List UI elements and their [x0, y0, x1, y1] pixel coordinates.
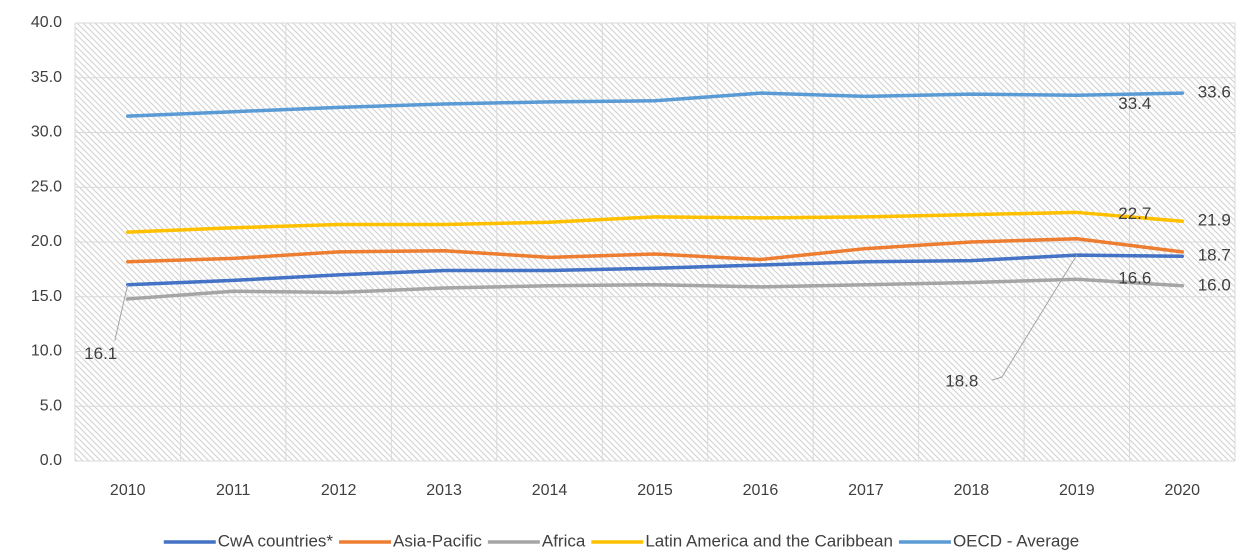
- x-tick-label: 2015: [637, 482, 673, 499]
- x-tick-label: 2011: [216, 482, 251, 499]
- series-line: [125, 253, 1185, 287]
- x-tick-label: 2019: [1059, 482, 1095, 499]
- legend-label: Africa: [542, 531, 586, 550]
- x-tick-label: 2016: [743, 482, 779, 499]
- legend-label: CwA countries*: [218, 531, 334, 550]
- legend-label: OECD - Average: [953, 531, 1079, 550]
- series-line: [125, 210, 1185, 234]
- data-label: 21.9: [1198, 211, 1231, 230]
- data-label: 16.1: [84, 344, 117, 363]
- y-tick-label: 15.0: [31, 288, 62, 305]
- x-tick-label: 2010: [110, 482, 146, 499]
- series-line: [125, 91, 1185, 118]
- leader-line: [114, 284, 129, 341]
- y-tick-label: 10.0: [31, 343, 62, 360]
- x-tick-label: 2013: [426, 482, 462, 499]
- y-tick-label: 25.0: [31, 178, 62, 195]
- leader-line: [991, 254, 1078, 381]
- series-line: [125, 277, 1185, 301]
- legend-label: Asia-Pacific: [393, 531, 482, 550]
- y-tick-label: 5.0: [40, 397, 62, 414]
- x-tick-label: 2020: [1164, 482, 1200, 499]
- series-line: [125, 236, 1185, 264]
- data-label: 22.7: [1118, 204, 1151, 223]
- data-label: 18.7: [1198, 246, 1231, 265]
- data-label: 33.4: [1118, 94, 1151, 113]
- data-label: 16.6: [1118, 269, 1151, 288]
- y-tick-label: 35.0: [31, 69, 62, 86]
- y-tick-label: 40.0: [31, 14, 62, 31]
- x-tick-label: 2018: [954, 482, 990, 499]
- legend-label: Latin America and the Caribbean: [645, 531, 893, 550]
- x-tick-label: 2017: [848, 482, 884, 499]
- data-label: 18.8: [945, 372, 978, 391]
- y-tick-label: 0.0: [40, 452, 62, 469]
- data-label: 33.6: [1198, 83, 1231, 102]
- data-label: 16.0: [1198, 275, 1231, 294]
- x-tick-label: 2012: [321, 482, 357, 499]
- y-tick-label: 30.0: [31, 124, 62, 141]
- x-tick-label: 2014: [532, 482, 568, 499]
- y-tick-label: 20.0: [31, 233, 62, 250]
